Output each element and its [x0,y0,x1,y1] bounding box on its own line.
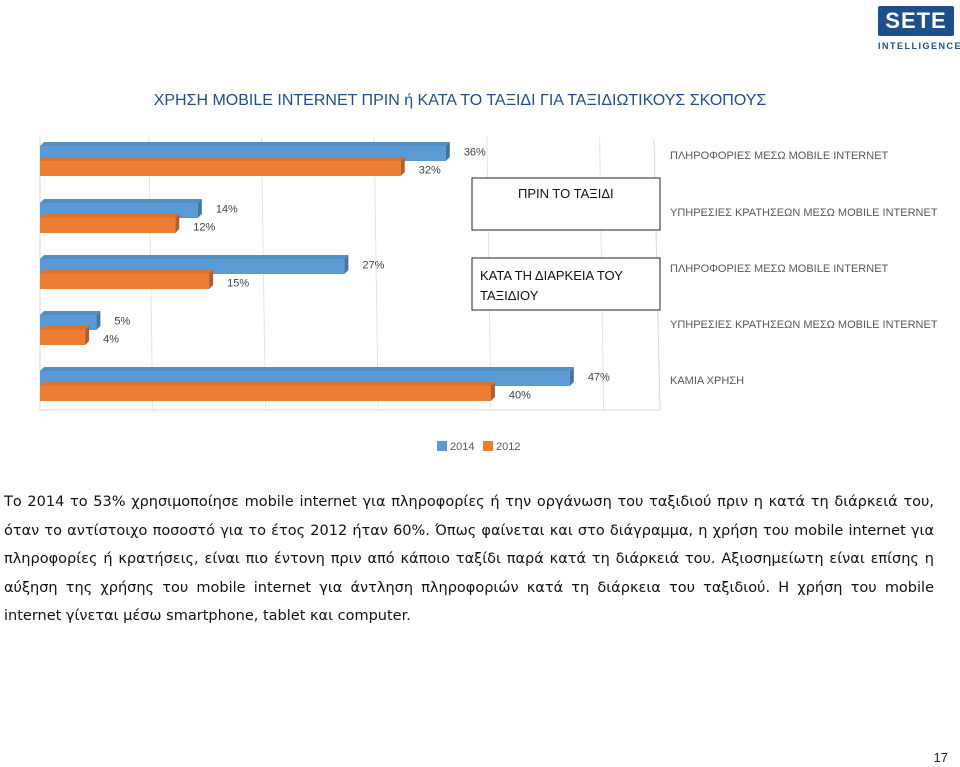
bar-side-2012 [490,382,495,401]
legend-swatch-2014 [437,441,447,451]
category-label: ΚΑΜΙΑ ΧΡΗΣΗ [670,375,744,387]
bar-side-2014 [445,142,450,161]
category-label: ΥΠΗΡΕΣΙΕΣ ΚΡΑΤΗΣΕΩΝ ΜΕΣΩ MOBILE INTERNET [670,319,938,331]
bar-side-2012 [209,270,214,289]
sete-logo: SETE INTELLIGENCE [878,6,960,66]
group-label-box [471,177,661,231]
page-number: 17 [933,750,948,765]
bar-top-2012 [40,157,405,161]
data-label-2012: 15% [227,278,249,290]
bar-top-2014 [40,199,202,203]
chart-title: ΧΡΗΣΗ MOBILE INTERNET ΠΡΙΝ ή ΚΑΤΑ ΤΟ ΤΑΞ… [153,92,767,109]
group-label-box [471,257,661,311]
data-label-2014: 47% [588,372,610,384]
category-label: ΠΛΗΡΟΦΟΡΙΕΣ ΜΕΣΩ MOBILE INTERNET [670,150,889,162]
bar-2012 [40,161,401,176]
legend-label-2012: 2012 [496,441,520,453]
bar-chart: 36% 14% 27% 5% 47% 32% 12% 15% 4% 40% ΠΛΗΡΟΦΟΡΙΕΣ … [39,135,938,453]
bar-top-2012 [40,326,90,330]
category-label: ΥΠΗΡΕΣΙΕΣ ΚΡΑΤΗΣΕΩΝ ΜΕΣΩ MOBILE INTERNET [670,207,938,219]
data-label-2014: 27% [362,260,384,272]
bar-side-2012 [85,326,90,345]
legend-swatch-2012 [483,441,493,451]
bar-top-2014 [40,311,101,315]
bar-side-2014 [197,199,202,218]
bar-2012 [40,386,491,401]
data-label-2014: 14% [216,204,238,216]
legend-label-2014: 2014 [450,441,474,453]
bar-side-2014 [344,255,349,274]
data-label-2012: 32% [419,165,441,177]
category-label: ΠΛΗΡΟΦΟΡΙΕΣ ΜΕΣΩ MOBILE INTERNET [670,263,889,275]
bar-top-2014 [40,367,574,371]
group-label: ΠΡΙΝ ΤΟ ΤΑΞΙΔΙ [518,186,614,201]
logo-subtitle: INTELLIGENCE [878,41,960,51]
data-label-2012: 4% [103,334,119,346]
bar-top-2014 [40,142,450,146]
bar-2012 [40,218,176,233]
body-paragraph: Το 2014 το 53% χρησιμοποίησε mobile inte… [4,494,934,624]
bar-side-2014 [569,367,574,386]
data-label-2012: 40% [509,390,531,402]
bar-2012 [40,330,86,345]
bar-side-2012 [400,157,405,176]
bar-top-2014 [40,255,349,259]
bar-top-2012 [40,382,495,386]
bar-side-2012 [175,214,180,233]
bar-top-2012 [40,214,180,218]
logo-brand: SETE [878,6,954,36]
group-label: ΚΑΤΑ ΤΗ ΔΙΑΡΚΕΙΑ ΤΟΥ ΤΑΞΙΔΙΟΥ [480,268,623,303]
gridline [373,136,379,411]
bar-2012 [40,274,210,289]
bar-side-2014 [96,311,101,330]
data-label-2014: 5% [114,316,130,328]
data-label-2014: 36% [464,147,486,159]
data-label-2012: 12% [193,222,215,234]
bar-top-2012 [40,270,214,274]
